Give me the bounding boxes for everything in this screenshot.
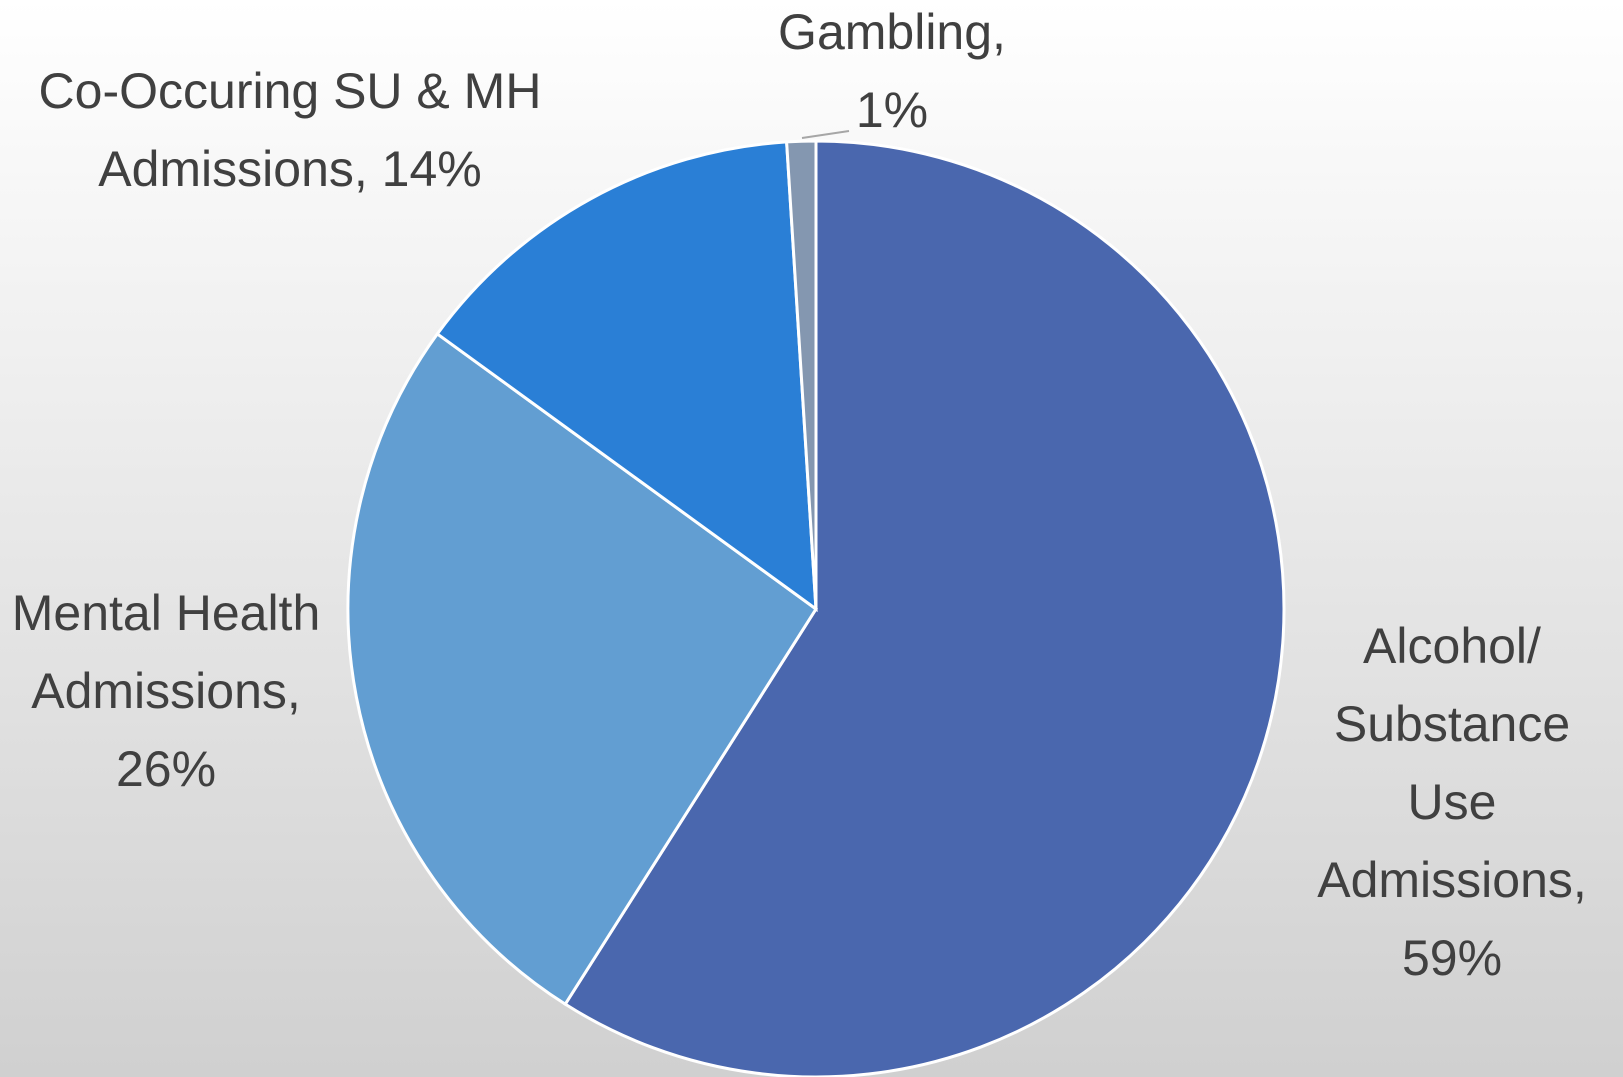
label-line: Alcohol/ bbox=[1363, 618, 1541, 674]
label-line: Admissions, bbox=[31, 663, 301, 719]
data-label: Alcohol/Substance Use Admissions, 59% bbox=[1317, 618, 1587, 986]
data-label: Mental Health Admissions, 26% bbox=[12, 585, 321, 797]
label-line: 59% bbox=[1402, 930, 1502, 986]
data-label: Gambling, 1% bbox=[778, 4, 1006, 138]
label-line: Admissions, 14% bbox=[98, 141, 482, 197]
label-line: Use bbox=[1408, 774, 1497, 830]
pie-slice bbox=[785, 139, 818, 610]
label-line: 26% bbox=[116, 741, 216, 797]
label-line: Gambling, bbox=[778, 4, 1006, 60]
pie-slice bbox=[435, 140, 818, 613]
label-line: 1% bbox=[856, 82, 928, 138]
data-label: Co-Occuring SU & MH Admissions, 14% bbox=[39, 63, 542, 197]
label-line: Mental Health bbox=[12, 585, 321, 641]
label-line: Co-Occuring SU & MH bbox=[39, 63, 542, 119]
label-line: Admissions, bbox=[1317, 852, 1587, 908]
label-line: Substance bbox=[1334, 696, 1570, 752]
pie-slice bbox=[346, 331, 819, 1007]
leader-line bbox=[801, 130, 850, 139]
